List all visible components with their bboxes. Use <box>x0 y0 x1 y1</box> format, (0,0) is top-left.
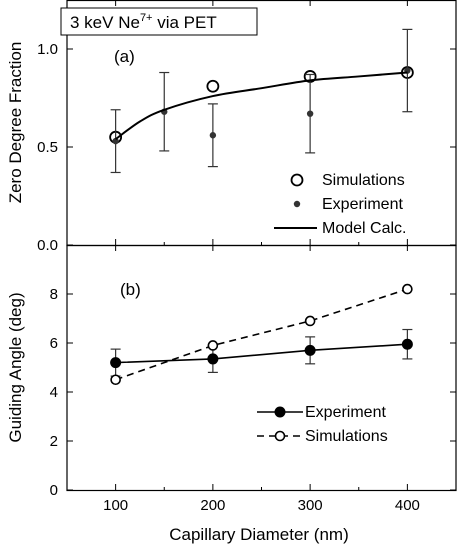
legend-label: Experiment <box>305 404 386 421</box>
panel-b: 100 200 300 400 0 2 4 6 8 Guiding Angle (deg) (b) E… <box>6 244 457 514</box>
data-point <box>401 338 413 350</box>
panel-b-y-axis-label: Guiding Angle (deg) <box>6 292 25 442</box>
data-point <box>209 132 217 139</box>
panel-b-y-tick-label: 4 <box>50 384 58 401</box>
model-calc-curve <box>115 71 408 140</box>
data-point <box>306 110 314 117</box>
panel-b-label: (b) <box>120 280 141 299</box>
data-point <box>207 353 219 365</box>
data-point <box>110 374 121 386</box>
data-point <box>112 137 119 145</box>
panel-a-y-tick-label: 0.0 <box>37 237 58 254</box>
panel-b-series-experiment <box>110 328 413 377</box>
data-point <box>206 79 220 93</box>
panel-a-series-experiment <box>110 28 413 174</box>
panel-a-y-tick-label: 0.5 <box>37 139 58 156</box>
legend-label: Simulations <box>322 172 405 189</box>
legend-marker <box>290 173 304 187</box>
panel-a-legend: Simulations Experiment Model Calc. <box>274 172 406 237</box>
legend-marker <box>293 200 301 208</box>
data-point <box>207 340 219 351</box>
panel-b-frame <box>66 244 457 492</box>
x-axis-label: Capillary Diameter (nm) <box>169 525 348 544</box>
panel-a-series-model-calc <box>115 71 408 140</box>
header-superscript: 7+ <box>140 12 153 24</box>
header-label: 3 keV Ne7+ via PET <box>60 7 258 36</box>
simulations-line <box>115 288 408 381</box>
legend-marker <box>274 430 286 442</box>
panel-b-x-tick-label: 400 <box>395 497 420 514</box>
data-point <box>304 315 316 327</box>
panel-b-y-tick-label: 8 <box>50 286 58 303</box>
panel-b-legend: Experiment Simulations <box>257 404 388 445</box>
data-point <box>402 283 413 295</box>
experiment-line <box>115 343 408 364</box>
panel-b-x-tick-label: 200 <box>200 497 225 514</box>
panel-a-label: (a) <box>114 47 135 66</box>
data-point <box>304 344 316 356</box>
panel-b-x-tick-label: 300 <box>298 497 323 514</box>
panel-a-series-simulations <box>109 66 414 144</box>
panel-b-y-tick-label: 0 <box>50 482 58 499</box>
panel-b-series-simulations <box>110 283 413 386</box>
data-point <box>110 357 122 369</box>
panel-a-y-tick-label: 1.0 <box>37 41 58 58</box>
header-box <box>60 7 258 36</box>
legend-label: Model Calc. <box>322 220 406 237</box>
legend-label: Experiment <box>322 196 403 213</box>
panel-b-y-tick-label: 6 <box>50 335 58 352</box>
header-text: 3 keV Ne7+ via PET <box>70 12 217 32</box>
legend-marker <box>274 406 286 418</box>
panel-a: 0.0 0.5 1.0 Zero Degree Fraction (a) Simulati… <box>6 0 457 254</box>
panel-a-y-axis-label: Zero Degree Fraction <box>6 42 25 204</box>
panel-b-x-tick-label: 100 <box>103 497 128 514</box>
legend-label: Simulations <box>305 428 388 445</box>
panel-b-y-tick-label: 2 <box>50 433 58 450</box>
